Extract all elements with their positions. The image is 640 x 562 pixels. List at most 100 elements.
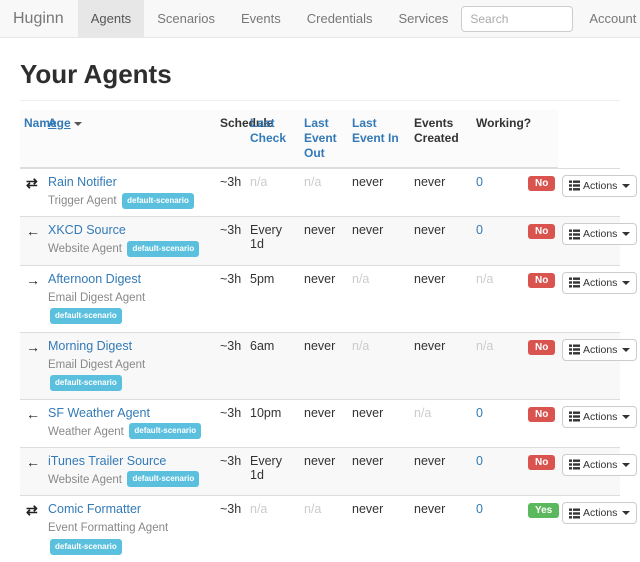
actions-button[interactable]: Actions <box>562 339 637 361</box>
agent-name-link[interactable]: SF Weather Agent <box>48 406 150 420</box>
agent-subline: Website Agent default-scenario <box>48 470 212 489</box>
list-icon <box>569 459 580 470</box>
events-created-cell: 0 <box>472 496 518 562</box>
agent-name-link[interactable]: Rain Notifier <box>48 175 117 189</box>
agent-type-label: Website Agent <box>48 474 122 486</box>
events-created-cell: 0 <box>472 399 518 447</box>
actions-button[interactable]: Actions <box>562 175 637 197</box>
agent-name-link[interactable]: Afternoon Digest <box>48 272 141 286</box>
column-header-last-event-out[interactable]: Last Event Out <box>300 110 348 168</box>
scenario-badge[interactable]: default-scenario <box>50 375 122 391</box>
last-event-in-cell: never <box>410 217 472 265</box>
column-header-name[interactable]: Name <box>20 110 44 168</box>
schedule-cell: 6am <box>246 332 300 399</box>
working-cell: No <box>518 168 558 217</box>
scenario-badge[interactable]: default-scenario <box>50 539 122 555</box>
navbar-right: Account <box>461 0 640 37</box>
schedule-cell: 10pm <box>246 399 300 447</box>
nav-item-services: Services <box>386 0 462 37</box>
column-header-events-created: Events Created <box>410 110 472 168</box>
nav-link-agents[interactable]: Agents <box>78 0 144 37</box>
agent-subline: Event Formatting Agent default-scenario <box>48 518 212 556</box>
agent-name-link[interactable]: iTunes Trailer Source <box>48 454 166 468</box>
actions-button[interactable]: Actions <box>562 502 637 524</box>
agent-name-link[interactable]: Comic Formatter <box>48 502 141 516</box>
scenario-badge[interactable]: default-scenario <box>122 193 194 209</box>
scenario-badge[interactable]: default-scenario <box>127 471 199 487</box>
working-badge: Yes <box>528 503 559 518</box>
column-header-last-event-in[interactable]: Last Event In <box>348 110 410 168</box>
events-count-link[interactable]: 0 <box>476 223 483 237</box>
search-input[interactable] <box>461 6 573 32</box>
list-icon <box>569 277 580 288</box>
list-icon <box>569 180 580 191</box>
working-badge: No <box>528 407 555 422</box>
age-cell: ~3h <box>216 399 246 447</box>
actions-button-label: Actions <box>583 277 617 289</box>
chevron-down-icon <box>622 184 630 188</box>
agent-name-link[interactable]: XKCD Source <box>48 223 126 237</box>
actions-button[interactable]: Actions <box>562 272 637 294</box>
chevron-down-icon <box>622 511 630 515</box>
working-cell: Yes <box>518 496 558 562</box>
nav-link-events[interactable]: Events <box>228 0 294 37</box>
schedule-cell: n/a <box>246 168 300 217</box>
arrow-left-icon: ← <box>26 454 40 470</box>
table-row: ⇄ Rain Notifier Trigger Agent default-sc… <box>20 168 620 217</box>
column-header-age[interactable]: Age <box>44 110 216 168</box>
actions-button-label: Actions <box>583 228 617 240</box>
actions-button[interactable]: Actions <box>562 406 637 428</box>
working-cell: No <box>518 447 558 495</box>
brand-link[interactable]: Huginn <box>0 0 78 37</box>
sort-desc-icon <box>74 122 82 126</box>
events-count-link[interactable]: 0 <box>476 454 483 468</box>
agent-name-link[interactable]: Morning Digest <box>48 339 132 353</box>
scenario-badge[interactable]: default-scenario <box>127 241 199 257</box>
events-count-link[interactable]: 0 <box>476 175 483 189</box>
agent-type-label: Email Digest Agent <box>48 359 145 371</box>
last-event-out-cell: never <box>348 399 410 447</box>
agent-type-label: Event Formatting Agent <box>48 522 168 534</box>
table-row: ← XKCD Source Website Agent default-scen… <box>20 217 620 265</box>
exchange-icon: ⇄ <box>26 502 38 518</box>
nav-link-services[interactable]: Services <box>386 0 462 37</box>
chevron-down-icon <box>622 281 630 285</box>
events-count-link[interactable]: 0 <box>476 406 483 420</box>
scenario-badge[interactable]: default-scenario <box>50 308 122 324</box>
actions-button[interactable]: Actions <box>562 223 637 245</box>
actions-button[interactable]: Actions <box>562 454 637 476</box>
nav-link-credentials[interactable]: Credentials <box>294 0 386 37</box>
last-event-out-cell: n/a <box>348 332 410 399</box>
agent-subline: Website Agent default-scenario <box>48 239 212 258</box>
agent-type-label: Weather Agent <box>48 426 124 438</box>
events-count-link[interactable]: 0 <box>476 502 483 516</box>
last-check-cell: never <box>300 332 348 399</box>
last-check-cell: never <box>300 265 348 332</box>
agent-type-label: Website Agent <box>48 243 122 255</box>
last-event-out-cell: never <box>348 496 410 562</box>
list-icon <box>569 508 580 519</box>
agent-subline: Email Digest Agent default-scenario <box>48 288 212 326</box>
actions-button-label: Actions <box>583 507 617 519</box>
age-cell: ~3h <box>216 265 246 332</box>
table-row: ← SF Weather Agent Weather Agent default… <box>20 399 620 447</box>
arrow-left-icon: ← <box>26 223 40 239</box>
nav-link-scenarios[interactable]: Scenarios <box>144 0 228 37</box>
last-event-out-cell: never <box>348 447 410 495</box>
scenario-badge[interactable]: default-scenario <box>129 423 201 439</box>
last-event-in-cell: never <box>410 332 472 399</box>
sort-link-last-event-out[interactable]: Last Event Out <box>304 116 337 160</box>
working-badge: No <box>528 455 555 470</box>
column-header-last-check[interactable]: Last Check <box>246 110 300 168</box>
sort-link-last-check[interactable]: Last Check <box>250 116 286 145</box>
last-event-in-cell: n/a <box>410 399 472 447</box>
table-row: ← iTunes Trailer Source Website Agent de… <box>20 447 620 495</box>
last-check-cell: never <box>300 217 348 265</box>
account-menu[interactable]: Account <box>589 11 640 26</box>
sort-link-last-event-in[interactable]: Last Event In <box>352 116 399 145</box>
sort-link-age[interactable]: Age <box>48 116 71 130</box>
age-cell: ~3h <box>216 496 246 562</box>
